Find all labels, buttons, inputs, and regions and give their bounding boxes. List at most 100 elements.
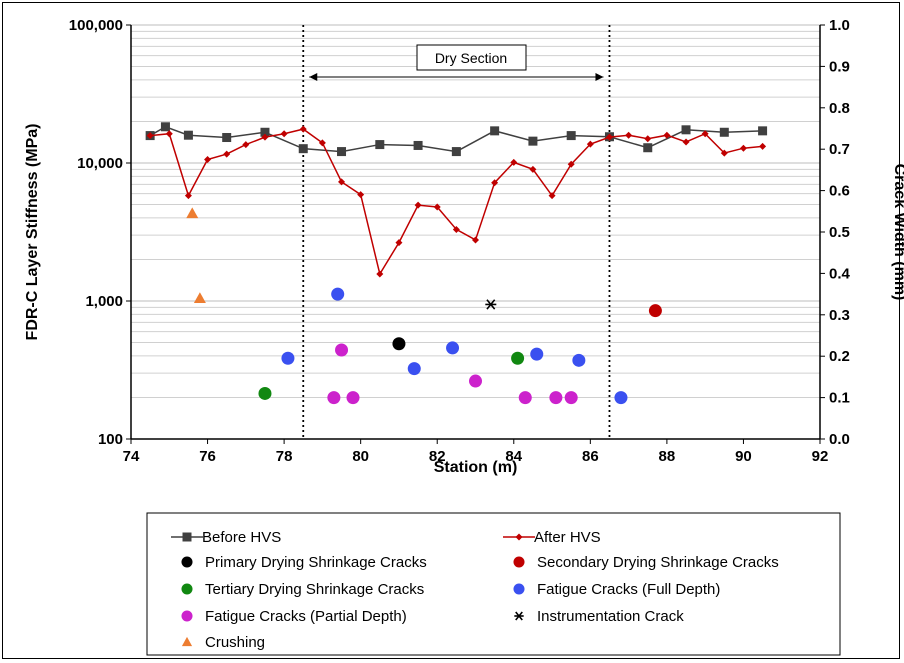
data-point (605, 133, 613, 141)
data-point (375, 140, 385, 150)
data-point (433, 203, 441, 211)
legend-item-8: Crushing (181, 634, 265, 651)
data-point (528, 136, 538, 146)
series-5 (281, 287, 628, 405)
series-8 (186, 207, 206, 304)
data-point (529, 165, 537, 173)
x-tick-label: 92 (812, 448, 829, 465)
data-point (160, 122, 170, 132)
data-point (280, 130, 288, 138)
data-point (518, 391, 532, 405)
series-line (149, 125, 763, 153)
data-point (719, 127, 729, 137)
series-1 (146, 125, 767, 278)
legend-marker (515, 533, 523, 541)
data-point (446, 341, 460, 355)
arrow-head-right (595, 73, 604, 81)
data-point (485, 299, 497, 310)
series-6 (327, 343, 578, 405)
data-point (193, 292, 206, 304)
legend-item-0: Before HVS (171, 529, 281, 546)
x-axis-title: Station (m) (434, 459, 518, 476)
data-point (511, 351, 525, 365)
x-tick-label: 80 (352, 448, 369, 465)
data-point (739, 144, 747, 152)
legend-marker (514, 611, 524, 621)
series-3 (648, 304, 662, 318)
legend-marker (181, 610, 193, 622)
data-point (758, 126, 768, 136)
data-point (260, 127, 270, 137)
y2-tick-label: 0.6 (829, 183, 850, 200)
y2-tick-label: 0.0 (829, 431, 850, 448)
data-point (318, 139, 326, 147)
series-4 (258, 351, 525, 400)
legend-label: Secondary Drying Shrinkage Cracks (537, 554, 779, 571)
data-point (346, 391, 360, 405)
y-tick-label: 1,000 (85, 293, 123, 310)
data-point (759, 142, 767, 150)
data-point (299, 125, 307, 133)
x-tick-label: 74 (123, 448, 140, 465)
data-point (572, 353, 586, 367)
data-point (469, 374, 482, 388)
data-point (165, 130, 173, 138)
y2-tick-label: 0.9 (829, 58, 850, 75)
legend-label: Instrumentation Crack (537, 608, 684, 625)
x-tick-label: 78 (276, 448, 293, 465)
y-tick-label: 100 (98, 431, 123, 448)
x-tick-label: 82 (429, 448, 446, 465)
data-point (395, 239, 403, 247)
legend-item-7: Instrumentation Crack (514, 608, 684, 625)
legend-marker (513, 556, 525, 568)
series-2 (392, 337, 406, 351)
data-point (472, 236, 479, 244)
data-point (510, 158, 518, 166)
legend-label: Crushing (205, 634, 265, 651)
data-point (701, 130, 709, 138)
data-point (682, 138, 690, 146)
data-point (644, 135, 652, 143)
data-point (564, 391, 578, 405)
data-point (204, 156, 212, 164)
y2-tick-label: 1.0 (829, 17, 850, 34)
y2-tick-label: 0.5 (829, 224, 850, 241)
data-point (376, 270, 384, 278)
data-point (614, 391, 628, 405)
data-point (331, 287, 345, 301)
y2-tick-label: 0.2 (829, 348, 850, 365)
y-axis-title: FDR-C Layer Stiffness (MPa) (24, 124, 41, 341)
legend-label: Fatigue Cracks (Partial Depth) (205, 608, 407, 625)
y2-tick-label: 0.1 (829, 390, 850, 407)
dry-section-label-box (416, 44, 527, 71)
data-point (337, 147, 347, 157)
data-point (335, 343, 349, 357)
legend-marker (182, 532, 192, 542)
data-point (327, 391, 341, 405)
data-point (452, 225, 460, 233)
data-point (298, 144, 308, 154)
legend-marker (513, 583, 525, 595)
legend-label: Before HVS (202, 529, 281, 546)
x-tick-label: 88 (659, 448, 676, 465)
data-point (392, 337, 406, 351)
legend-marker (181, 636, 193, 647)
y2-tick-label: 0.7 (829, 141, 850, 158)
series-7 (485, 299, 497, 310)
data-point (548, 192, 556, 200)
data-point (549, 391, 563, 405)
data-point (242, 141, 250, 149)
x-tick-label: 76 (199, 448, 216, 465)
legend-item-1: After HVS (503, 529, 601, 546)
y2-axis-title: Crack Width (mm) (891, 164, 904, 301)
arrow-head-left (309, 73, 318, 81)
asterisk-stroke (515, 611, 523, 621)
data-point (586, 140, 594, 148)
legend-item-3: Secondary Drying Shrinkage Cracks (513, 554, 779, 571)
data-point (530, 347, 544, 361)
y-tick-label: 100,000 (69, 17, 123, 34)
data-point (146, 132, 154, 140)
data-point (648, 304, 662, 318)
x-tick-label: 86 (582, 448, 599, 465)
